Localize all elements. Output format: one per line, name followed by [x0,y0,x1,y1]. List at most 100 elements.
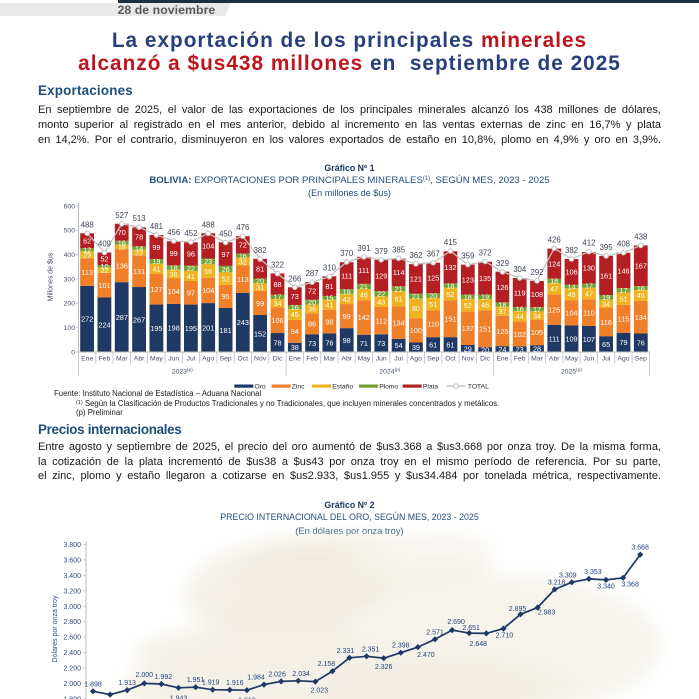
svg-text:137: 137 [462,324,474,333]
svg-text:105: 105 [531,328,543,337]
svg-text:44: 44 [516,312,524,321]
svg-text:15: 15 [325,294,333,303]
svg-text:2.200: 2.200 [63,666,81,673]
svg-text:Oro: Oro [255,384,266,391]
svg-text:3.800: 3.800 [63,542,81,549]
svg-text:73: 73 [308,339,316,348]
svg-text:41: 41 [152,265,160,274]
svg-text:3.218: 3.218 [548,579,566,586]
svg-text:119: 119 [514,288,526,297]
svg-text:17: 17 [533,305,541,314]
svg-text:111: 111 [341,272,352,281]
svg-text:34: 34 [533,311,541,320]
svg-text:310: 310 [323,264,337,273]
svg-text:73: 73 [291,292,299,301]
svg-text:80: 80 [412,304,420,313]
svg-text:106: 106 [271,316,283,325]
svg-text:47: 47 [550,285,558,294]
svg-text:26: 26 [222,265,230,274]
svg-text:370: 370 [340,249,354,258]
svg-text:134: 134 [635,313,647,322]
svg-text:1.800: 1.800 [63,697,81,699]
svg-text:46: 46 [481,301,489,310]
svg-text:52: 52 [100,255,108,264]
svg-text:109: 109 [565,335,577,344]
svg-text:2.034: 2.034 [292,671,310,678]
svg-text:20: 20 [308,298,316,307]
svg-text:116: 116 [600,318,612,327]
svg-text:488: 488 [81,220,94,229]
svg-text:36: 36 [308,305,316,314]
svg-text:107: 107 [583,335,595,344]
svg-text:2.983: 2.983 [538,610,556,617]
svg-text:111: 111 [549,334,560,343]
svg-text:May: May [357,356,370,363]
svg-text:Nov: Nov [254,356,267,363]
svg-text:98: 98 [325,317,333,326]
svg-text:1.951: 1.951 [187,677,205,684]
svg-text:1.992: 1.992 [155,674,173,681]
svg-text:Ago: Ago [410,356,422,363]
svg-text:78: 78 [273,338,281,347]
svg-text:2.648: 2.648 [470,641,488,648]
svg-text:1.916: 1.916 [226,680,244,687]
svg-text:3.353: 3.353 [584,569,602,576]
svg-text:409: 409 [98,240,111,249]
svg-text:18: 18 [118,243,126,252]
svg-text:2.690: 2.690 [447,619,465,626]
svg-text:21: 21 [412,292,420,301]
svg-text:2023(p): 2023(p) [172,367,193,375]
svg-text:46: 46 [360,290,368,299]
svg-text:2.000: 2.000 [63,681,81,688]
svg-text:17: 17 [585,282,593,291]
svg-text:3.309: 3.309 [559,572,577,579]
svg-text:3.340: 3.340 [597,583,615,590]
svg-text:125: 125 [496,327,508,336]
svg-text:181: 181 [220,326,232,335]
svg-text:May: May [565,356,578,363]
svg-text:Jul: Jul [187,356,196,363]
svg-text:114: 114 [393,268,405,277]
svg-text:2.326: 2.326 [375,664,393,671]
svg-text:126: 126 [496,283,508,292]
svg-text:Ene: Ene [289,356,301,363]
svg-text:113: 113 [81,268,93,277]
svg-text:450: 450 [219,230,233,239]
svg-text:136: 136 [116,261,128,270]
svg-text:41: 41 [187,272,195,281]
svg-text:198: 198 [168,324,180,333]
svg-text:98: 98 [343,336,351,345]
svg-text:Ene: Ene [496,356,508,363]
svg-text:99: 99 [256,299,264,308]
svg-text:132: 132 [444,263,456,272]
svg-text:31: 31 [256,283,264,292]
svg-text:76: 76 [637,339,645,348]
svg-text:2.400: 2.400 [63,650,81,657]
svg-text:18: 18 [498,300,506,309]
svg-text:37: 37 [498,307,506,316]
svg-text:29: 29 [83,251,91,260]
svg-text:1.912: 1.912 [238,698,256,699]
svg-text:476: 476 [236,223,249,232]
svg-text:2.710: 2.710 [496,633,514,640]
svg-text:23: 23 [204,257,212,266]
svg-text:Sep: Sep [220,356,232,363]
svg-text:45: 45 [637,291,645,300]
svg-text:20: 20 [481,345,489,354]
svg-text:29: 29 [464,344,472,353]
svg-text:41: 41 [325,301,333,310]
svg-text:Ago: Ago [617,356,629,363]
svg-text:51: 51 [619,294,627,303]
svg-text:Jun: Jun [168,356,179,363]
svg-text:61: 61 [446,340,454,349]
svg-text:101: 101 [98,281,110,290]
svg-text:12: 12 [83,246,91,255]
svg-text:Zinc: Zinc [292,384,305,391]
svg-text:10: 10 [100,262,108,271]
svg-text:488: 488 [202,220,215,229]
svg-text:287: 287 [306,269,319,278]
svg-text:99: 99 [170,249,178,258]
svg-text:161: 161 [600,271,612,280]
svg-text:3.200: 3.200 [63,588,81,595]
svg-text:23: 23 [516,345,524,354]
